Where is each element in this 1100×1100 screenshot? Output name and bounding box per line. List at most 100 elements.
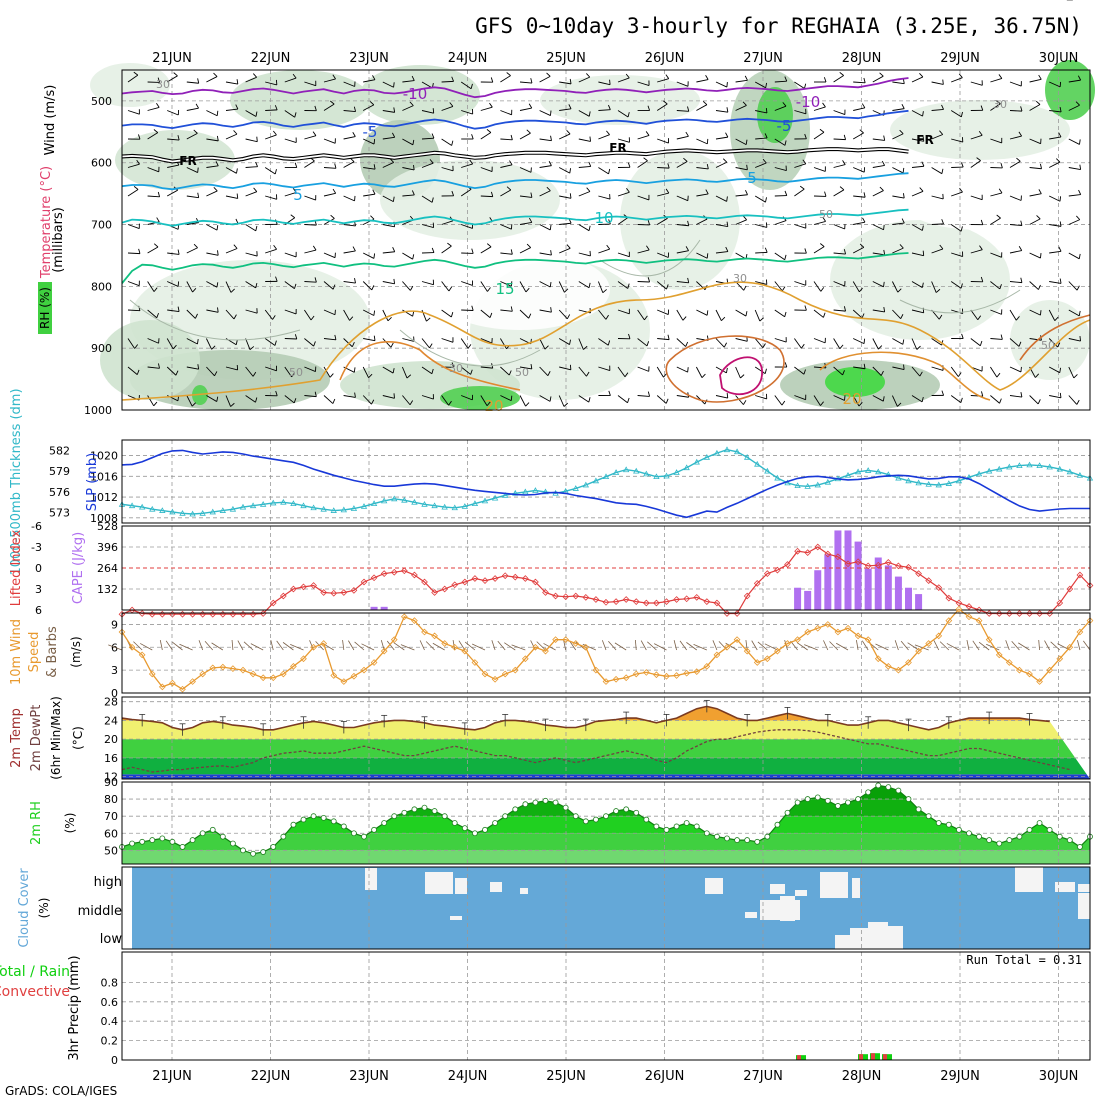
wind-barb-flag — [980, 219, 984, 225]
wind-barb-flag — [625, 73, 630, 79]
wind-barb-flag — [859, 243, 865, 248]
wind-barb — [304, 195, 316, 201]
lifted-marker — [1076, 571, 1084, 579]
wind-barb — [166, 366, 177, 376]
wind-barb-flag — [842, 370, 845, 376]
date-label-top: 29JUN — [940, 51, 980, 66]
rh2m-marker — [915, 806, 922, 813]
wind-barb-flag — [294, 283, 297, 289]
wind-barb — [225, 248, 238, 254]
wind-barb — [794, 395, 806, 401]
wind10-barb — [400, 644, 415, 651]
contour-label: FR — [609, 141, 626, 155]
wind-barb — [656, 395, 667, 404]
wind10-barb — [640, 640, 647, 651]
wind-barb-flag — [310, 315, 315, 321]
wind10-marker — [905, 659, 912, 666]
wind10-marker — [653, 671, 660, 679]
wind-barb — [754, 195, 766, 203]
wind-barb — [617, 366, 626, 378]
wind-barb — [323, 138, 336, 144]
wind-barb-flag — [863, 363, 866, 369]
wind-barb-flag — [1000, 334, 1003, 340]
wind-barb-flag — [880, 370, 884, 376]
wind10-barb — [1050, 641, 1061, 651]
contour-label: -10 — [796, 93, 821, 111]
wind-barb-flag — [858, 402, 863, 407]
wind-barb — [225, 395, 232, 407]
wind-barb — [656, 281, 667, 290]
wind-barb — [363, 79, 376, 83]
wind-barb-flag — [275, 276, 278, 282]
wind-barb-flag — [373, 335, 376, 341]
wind-barb-flag — [919, 73, 924, 78]
wind-barb — [950, 224, 962, 232]
wind-barb — [1029, 167, 1042, 170]
wind-barb — [186, 167, 198, 173]
wind-barb — [519, 309, 530, 319]
rh2m-marker — [179, 844, 186, 850]
wind-barb-flag — [387, 316, 392, 322]
wind10-marker — [884, 662, 892, 670]
wind10-marker — [481, 670, 489, 678]
isotherm-line — [121, 172, 909, 191]
wind10-barb — [348, 640, 355, 651]
temp2m-tick-label: 20 — [104, 733, 118, 746]
wind-barb — [970, 195, 983, 201]
wind-barb-flag — [216, 225, 219, 231]
temp2m-axis-label: 2m Temp — [9, 708, 24, 768]
temp-band — [122, 739, 1090, 758]
wind-barb-flag — [412, 311, 415, 317]
rh2m-marker — [562, 804, 569, 811]
wind-barb — [343, 110, 356, 112]
pressure-tick-label: 1000 — [84, 404, 112, 417]
wind-barb — [127, 74, 139, 83]
wind-barb — [1068, 309, 1080, 317]
wind-barb — [539, 138, 552, 142]
wind-barb — [578, 366, 587, 377]
wind-barb — [735, 309, 747, 317]
wind-barb — [441, 167, 454, 172]
wind-barb — [1068, 138, 1080, 145]
convective-bar — [859, 1054, 863, 1060]
wind-barb — [265, 248, 277, 254]
wind10-tick-label: 9 — [111, 618, 118, 631]
wind-barb — [402, 252, 413, 260]
wind-barb — [166, 75, 178, 83]
wind-barb — [656, 217, 668, 225]
lifted-marker — [703, 598, 711, 605]
wind-barb-flag — [393, 82, 395, 88]
wind10-barb — [172, 641, 183, 651]
wind-barb — [774, 309, 785, 318]
wind-barb-flag — [960, 162, 964, 168]
wind-barb-flag — [569, 193, 572, 199]
wind-barb — [127, 252, 141, 255]
wind-barb-flag — [390, 342, 394, 348]
contour-label: 30 — [449, 362, 463, 375]
wind-barb — [833, 164, 846, 168]
wind-barb-flag — [803, 369, 806, 375]
wind10-marker — [895, 666, 902, 674]
wind-barb — [519, 132, 531, 140]
isotherm-30 — [719, 356, 763, 396]
wind10-marker — [158, 683, 166, 691]
wind-barb-flag — [784, 190, 788, 196]
wind-barb — [578, 338, 584, 350]
wind-barb — [382, 395, 395, 399]
wind-barb — [343, 309, 350, 321]
wind-barb — [931, 195, 944, 200]
wind10-barb — [751, 640, 758, 651]
wind-barb-flag — [627, 112, 630, 118]
cape-bar — [834, 530, 842, 610]
wind-barb — [931, 366, 944, 371]
wind-barb-flag — [193, 129, 198, 134]
wind-barb-flag — [406, 374, 412, 379]
wind10-marker — [189, 678, 196, 685]
wind-barb-flag — [762, 158, 767, 164]
wind-barb — [245, 252, 258, 257]
wind-barb — [167, 252, 180, 255]
rh2m-marker — [905, 796, 912, 802]
isotherm-line — [121, 109, 909, 130]
